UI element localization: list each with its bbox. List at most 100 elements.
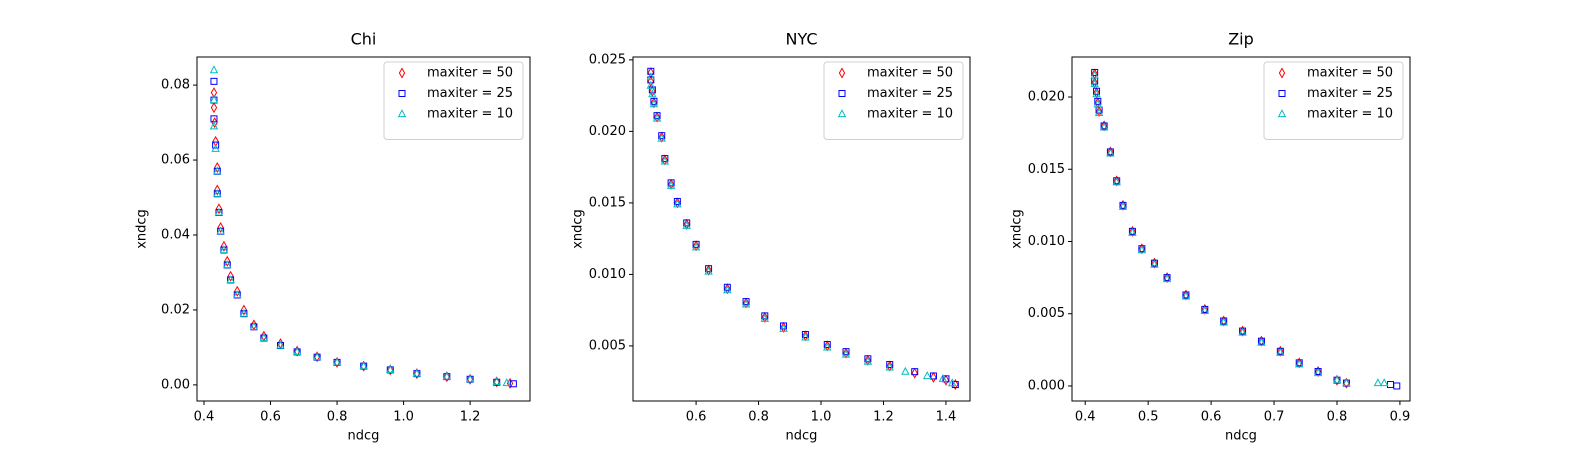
marker — [885, 362, 894, 371]
legend-label: maxiter = 25 — [427, 86, 513, 101]
marker — [683, 219, 691, 227]
marker — [219, 245, 229, 254]
legend-label: maxiter = 10 — [427, 107, 513, 122]
marker — [648, 86, 656, 94]
marker — [1200, 305, 1210, 314]
x-tick-label: 0.7 — [1264, 410, 1285, 425]
chart-title: Zip — [1228, 30, 1254, 49]
legend-box — [1263, 61, 1404, 140]
legend-marker — [398, 90, 406, 97]
y-tick-label: 0.00 — [161, 377, 190, 392]
marker — [705, 265, 713, 273]
marker — [1162, 274, 1172, 283]
legend: maxiter = 50 maxiter = 25 maxiter = 10 — [823, 61, 964, 140]
y-tick-label: 0.025 — [589, 52, 626, 67]
x-tick-label: 0.6 — [260, 410, 281, 425]
marker — [1094, 97, 1102, 105]
legend-label: maxiter = 10 — [867, 107, 953, 122]
chart-title: Chi — [351, 30, 377, 49]
y-tick-label: 0.02 — [161, 302, 190, 317]
series — [209, 65, 511, 387]
legend-marker — [1278, 67, 1286, 79]
marker — [293, 345, 301, 357]
marker — [1137, 245, 1147, 254]
marker — [646, 80, 656, 89]
marker — [801, 330, 809, 338]
marker — [647, 67, 655, 75]
legend-marker — [397, 109, 407, 118]
marker — [213, 188, 222, 197]
marker — [211, 117, 218, 129]
marker — [951, 381, 959, 389]
marker — [313, 351, 321, 363]
series — [646, 72, 957, 387]
marker — [947, 378, 957, 387]
y-tick-label: 0.04 — [161, 227, 190, 242]
subplot: NYC ndcg xndcg 0.6 0.8 1.0 1.2 1.4 0.005 0.010 0.0… — [571, 30, 971, 444]
marker — [673, 197, 681, 205]
marker — [312, 352, 322, 361]
marker — [1094, 108, 1104, 117]
marker — [1181, 291, 1191, 300]
marker — [952, 379, 959, 391]
marker — [240, 304, 248, 316]
marker — [214, 184, 221, 196]
marker — [217, 222, 224, 234]
marker — [723, 283, 731, 291]
legend-box — [383, 61, 524, 140]
marker — [780, 322, 788, 330]
marker — [260, 330, 268, 342]
marker — [741, 299, 751, 308]
marker — [442, 371, 452, 380]
subplot: Zip ndcg xndcg 0.4 0.5 0.6 0.7 0.8 0.9 0.000 0.005… — [1010, 30, 1411, 444]
legend-label: maxiter = 10 — [1307, 107, 1393, 122]
marker — [942, 374, 950, 386]
marker — [779, 323, 788, 332]
marker — [209, 95, 219, 104]
marker — [652, 113, 662, 122]
marker — [1106, 148, 1115, 157]
marker — [660, 156, 670, 165]
marker — [211, 143, 220, 152]
marker — [1373, 378, 1383, 387]
axes-frame — [632, 56, 971, 402]
marker — [502, 378, 511, 387]
marker — [492, 377, 501, 385]
marker — [1090, 70, 1099, 79]
marker — [901, 366, 910, 375]
marker — [226, 275, 235, 284]
marker — [911, 368, 919, 376]
marker — [1092, 89, 1101, 98]
marker — [691, 242, 701, 251]
x-tick-label: 1.0 — [811, 410, 832, 425]
marker — [412, 368, 422, 377]
legend-label: maxiter = 25 — [867, 86, 953, 101]
marker — [359, 361, 368, 370]
legend-marker — [838, 67, 846, 79]
x-axis-label: ndcg — [348, 429, 380, 444]
marker — [210, 102, 218, 114]
marker — [673, 199, 682, 208]
marker — [704, 266, 713, 275]
marker — [1128, 227, 1137, 236]
legend-marker — [398, 67, 406, 79]
marker — [842, 348, 850, 356]
marker — [1093, 87, 1101, 95]
marker — [1219, 317, 1228, 326]
y-tick-label: 0.005 — [589, 338, 626, 353]
marker — [277, 338, 284, 350]
marker — [1112, 177, 1121, 186]
y-tick-label: 0.010 — [1028, 234, 1065, 249]
marker — [1276, 347, 1285, 356]
axes-frame — [1071, 56, 1411, 402]
x-tick-label: 1.2 — [873, 410, 894, 425]
y-tick-label: 0.06 — [161, 153, 190, 168]
x-tick-label: 1.0 — [393, 410, 414, 425]
legend-box — [823, 61, 964, 140]
y-tick-label: 0.015 — [589, 195, 626, 210]
marker — [276, 340, 285, 349]
x-tick-label: 0.5 — [1138, 410, 1159, 425]
marker — [1332, 375, 1342, 384]
marker — [648, 89, 657, 98]
